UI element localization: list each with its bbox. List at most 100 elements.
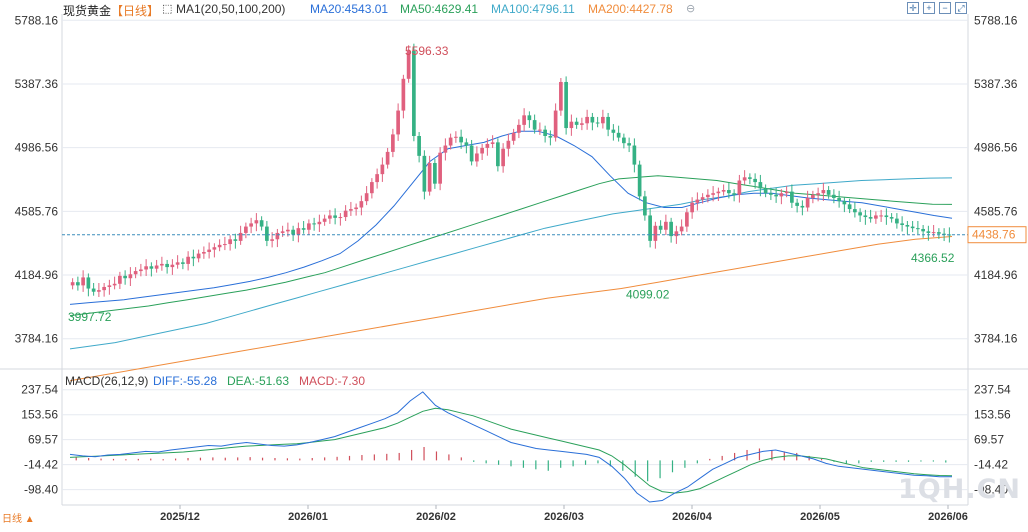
crosshair-icon[interactable]: ✛: [907, 2, 919, 14]
candle-body: [774, 194, 778, 197]
x-tick-label: 2025/12: [160, 511, 200, 523]
candle-body: [742, 177, 747, 181]
candle-body: [884, 215, 889, 218]
current-price-box: [967, 226, 1027, 244]
candle-body: [653, 225, 658, 241]
candle-body: [417, 136, 421, 156]
candle-body: [816, 193, 820, 195]
candle-body: [422, 155, 427, 192]
candle-body: [811, 194, 815, 198]
macd-tick-left: -98.40: [24, 483, 58, 497]
candle-body: [538, 129, 542, 131]
candle-body: [433, 163, 437, 184]
candle-body: [501, 148, 505, 167]
candle-body: [312, 223, 316, 225]
x-tick-label: 2026/01: [288, 511, 328, 523]
macd-dea-line: [69, 407, 953, 494]
macd-dea-value: DEA:-51.63: [227, 374, 290, 388]
zoom-out-icon[interactable]: −: [939, 2, 951, 14]
candle-body: [574, 121, 579, 125]
ma20-line: [69, 130, 953, 305]
candle-body: [364, 193, 369, 202]
zoom-in-icon[interactable]: +: [923, 2, 935, 14]
candle-body: [863, 215, 868, 218]
candle-body: [569, 121, 574, 129]
ma-indicator-icon[interactable]: ⬚: [162, 3, 173, 15]
price-tick-right: 4184.96: [974, 268, 1018, 282]
candle-body: [627, 143, 631, 146]
candle-body: [81, 277, 85, 286]
macd-tick-left: -14.42: [24, 458, 58, 472]
candle-body: [769, 193, 773, 195]
candle-body: [91, 288, 96, 292]
price-tick-left: 5788.16: [15, 13, 59, 27]
candle-body: [249, 223, 253, 227]
candle-body: [296, 228, 301, 235]
candle-body: [275, 232, 280, 240]
candle-body: [900, 223, 904, 225]
candle-body: [669, 221, 673, 237]
high-annotation: 5596.33: [405, 44, 449, 58]
price-tick-right: 3784.16: [974, 332, 1018, 346]
candle-body: [784, 191, 789, 194]
candle-body: [265, 226, 269, 241]
candle-body: [847, 204, 852, 210]
candle-body: [522, 115, 526, 125]
candle-body: [926, 231, 931, 233]
candle-body: [511, 132, 516, 141]
candle-body: [123, 275, 127, 279]
candle-body: [448, 137, 453, 146]
candle-body: [805, 197, 810, 208]
candle-body: [207, 249, 211, 252]
watermark-logo: 1QH.CN: [898, 474, 1022, 505]
macd-diff-line: [69, 391, 953, 503]
candle-body: [868, 217, 873, 219]
candle-body: [879, 215, 883, 217]
candle-body: [223, 244, 227, 246]
candle-body: [763, 188, 768, 194]
candle-body: [475, 153, 479, 162]
candle-body: [643, 196, 647, 216]
candle-body: [307, 223, 311, 230]
candle-body: [238, 232, 243, 241]
candle-body: [244, 226, 248, 233]
ma20-value: MA20:4543.01: [310, 2, 389, 16]
candle-body: [186, 256, 190, 264]
candle-body: [732, 193, 736, 195]
price-tick-right: 4585.76: [974, 204, 1018, 218]
candle-body: [585, 116, 589, 124]
candle-body: [438, 152, 442, 184]
candle-body: [317, 221, 322, 225]
candle-body: [396, 110, 400, 135]
candle-body: [543, 129, 547, 136]
x-tick-label: 2026/06: [928, 511, 968, 523]
macd-diff-value: DIFF:-55.28: [153, 374, 218, 388]
candle-body: [202, 252, 206, 254]
candle-body: [406, 50, 411, 79]
candle-body: [559, 81, 563, 111]
candle-body: [181, 262, 185, 264]
candle-body: [469, 145, 474, 162]
low-annotation: 4099.02: [626, 288, 670, 302]
candle-body: [170, 264, 175, 268]
settings-icon[interactable]: ⊖: [686, 3, 696, 15]
candle-body: [564, 81, 568, 129]
period-switch-icon[interactable]: 日线 ▲: [2, 514, 35, 525]
ma100-line: [69, 177, 953, 350]
candle-body: [632, 145, 637, 165]
candle-body: [748, 177, 752, 179]
fullscreen-icon[interactable]: ⤢: [955, 2, 967, 14]
period-label[interactable]: 【日线】: [111, 4, 160, 18]
candle-body: [753, 178, 757, 183]
macd-tick-left: 69.57: [28, 433, 58, 447]
macd-tick-right: 69.57: [974, 433, 1004, 447]
candle-body: [76, 282, 80, 286]
price-tick-left: 4585.76: [15, 204, 59, 218]
candle-body: [301, 228, 306, 230]
candle-body: [711, 193, 715, 195]
candle-body: [485, 143, 490, 148]
candle-body: [280, 231, 285, 233]
ma100-value: MA100:4796.11: [491, 2, 575, 16]
